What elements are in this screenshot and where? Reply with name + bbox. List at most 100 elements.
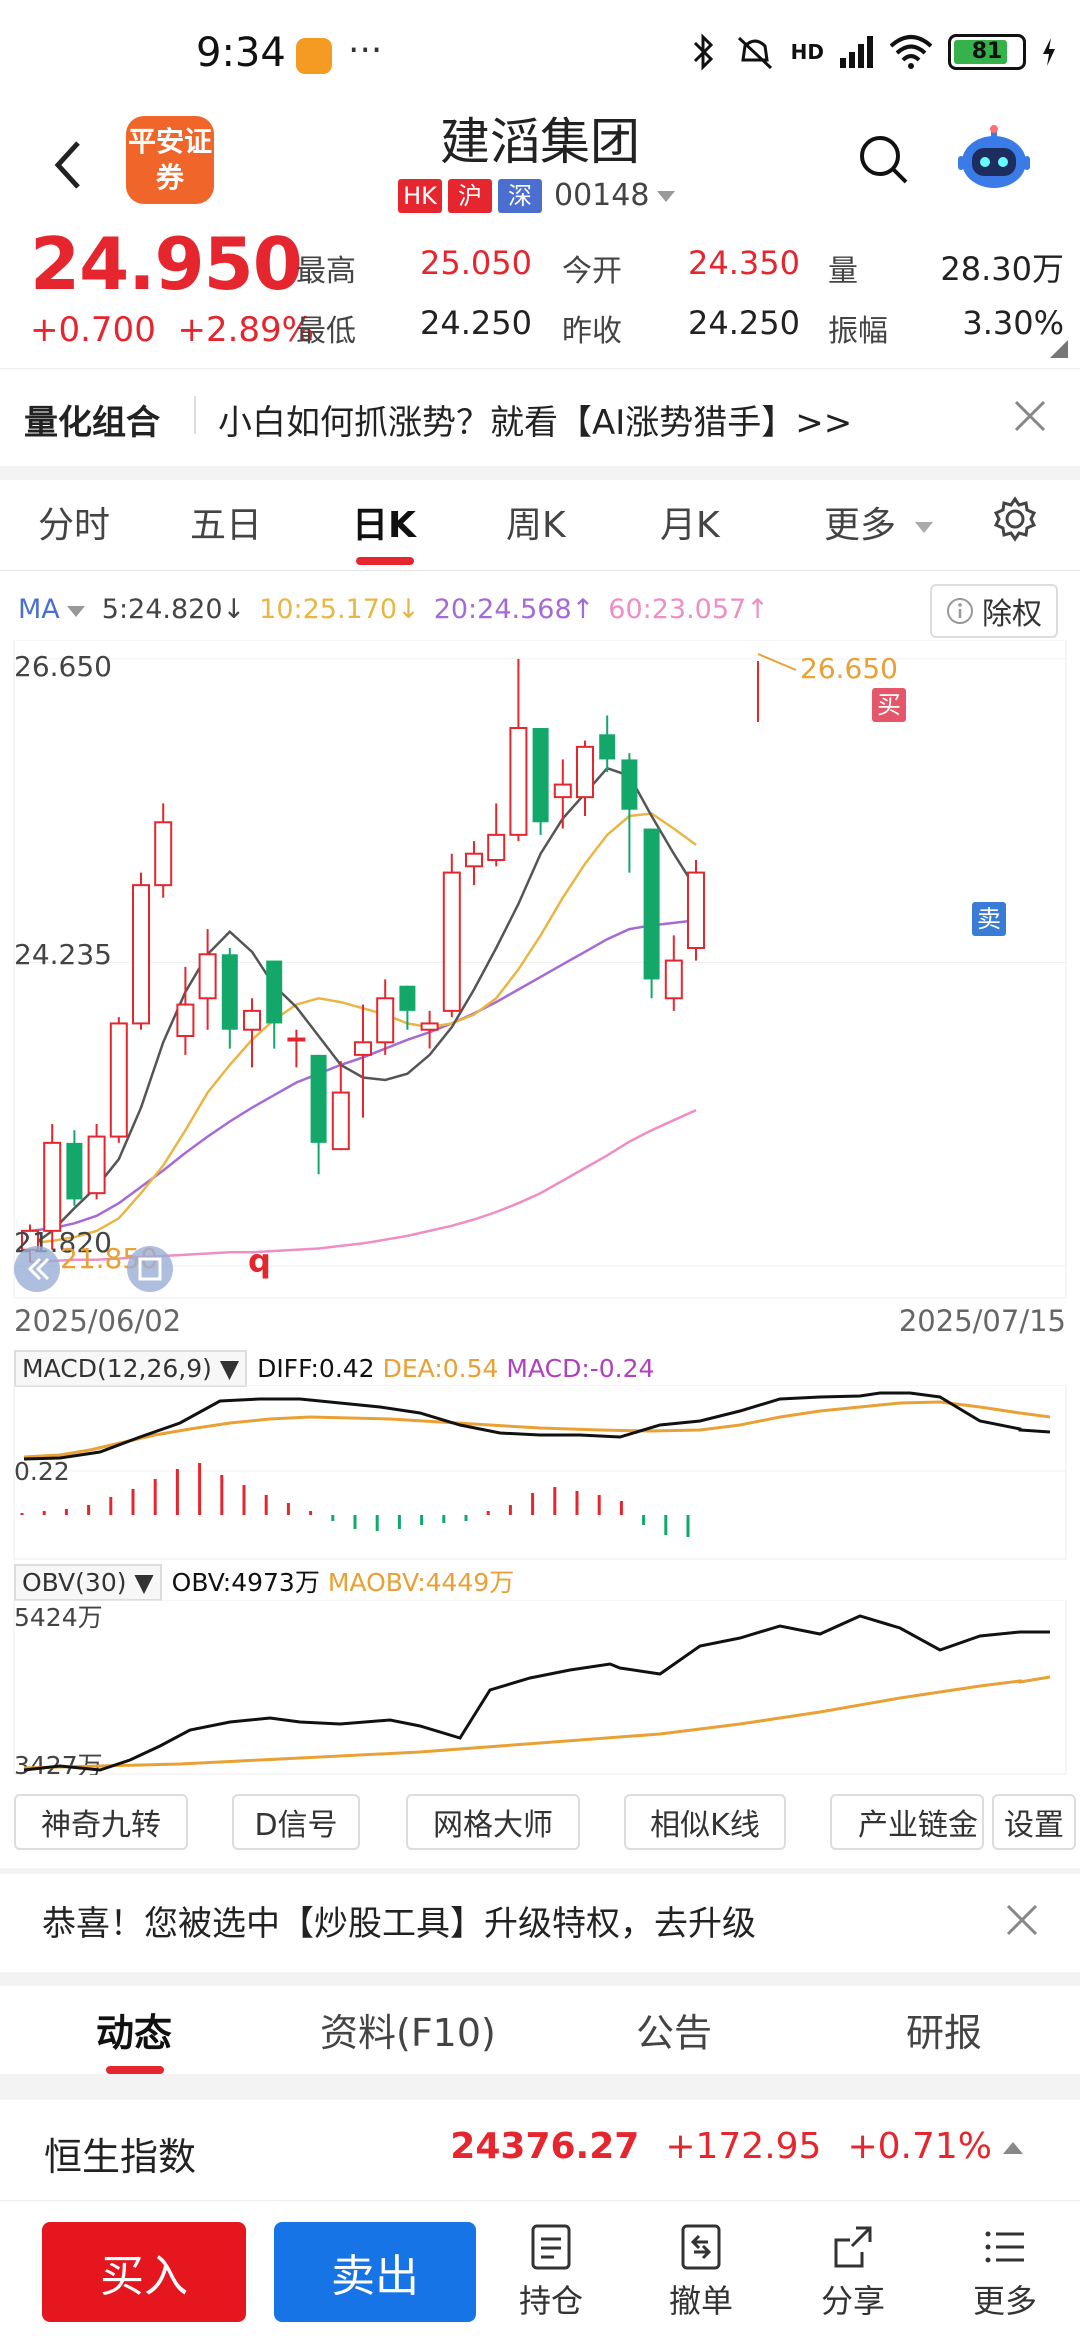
search-icon[interactable] — [856, 132, 912, 188]
ma10-value: 10:25.170↓ — [259, 594, 420, 625]
index-values[interactable]: 24376.27 +172.95 +0.71% — [424, 2126, 1024, 2167]
candle[interactable] — [553, 759, 572, 829]
tab-intraday[interactable]: 分时 — [38, 505, 111, 546]
x-axis-start-date: 2025/06/02 — [14, 1304, 182, 1338]
candle[interactable] — [442, 853, 461, 1018]
tab-research[interactable]: 研报 — [906, 2011, 983, 2055]
candle[interactable] — [266, 960, 283, 1049]
candle[interactable] — [376, 979, 395, 1055]
candle[interactable] — [643, 828, 660, 999]
expand-corner-icon[interactable] — [1050, 340, 1068, 358]
tab-weekly-k[interactable]: 周K — [506, 505, 566, 546]
quant-banner-text[interactable]: 小白如何抓涨势？就看【AI涨势猎手】>> — [218, 403, 853, 443]
candle[interactable] — [621, 753, 638, 873]
zoom-icon[interactable] — [124, 1244, 176, 1294]
candle[interactable] — [664, 935, 683, 1011]
low-value: 24.250 — [420, 304, 532, 342]
tab-more[interactable]: 更多 — [824, 496, 934, 548]
candle[interactable] — [154, 803, 173, 898]
obv-indicator-selector[interactable]: OBV(30) ▼ — [14, 1564, 162, 1601]
candle[interactable] — [599, 715, 616, 772]
tool-similar-kline[interactable]: 相似K线 — [624, 1794, 786, 1850]
candle[interactable] — [43, 1124, 62, 1250]
candle-body — [109, 1022, 128, 1138]
tool-d-signal[interactable]: D信号 — [232, 1794, 360, 1850]
broker-logo[interactable]: 平安证券 — [126, 116, 214, 204]
candle[interactable] — [243, 998, 261, 1068]
candle[interactable] — [221, 948, 238, 1049]
close-banner-icon[interactable] — [1010, 396, 1050, 436]
status-bar: 9:34 ··· HD 81 — [0, 0, 1080, 110]
candle[interactable] — [487, 803, 506, 867]
caret-down-icon — [66, 606, 85, 617]
candle[interactable] — [66, 1130, 83, 1206]
ma-legend[interactable]: MA 5:24.820↓ 10:25.170↓ 20:24.568↑ 60:23.057… — [18, 594, 783, 625]
tool-settings[interactable]: 设置 — [992, 1794, 1076, 1850]
index-name[interactable]: 恒生指数 — [44, 2135, 197, 2179]
status-time: 9:34 — [196, 30, 286, 76]
sell-signal-marker[interactable]: 卖 — [972, 902, 1006, 936]
candle-body — [198, 953, 217, 1000]
back-arrow-icon[interactable] — [40, 125, 100, 205]
macd-indicator-selector[interactable]: MACD(12,26,9) ▼ — [14, 1350, 248, 1387]
nav-share[interactable]: 分享 — [798, 2222, 908, 2322]
candle[interactable] — [576, 740, 594, 816]
tab-daily-k[interactable]: 日K — [352, 505, 416, 546]
scroll-left-icon[interactable] — [12, 1244, 62, 1294]
candle[interactable] — [420, 1010, 439, 1049]
ma60-value: 60:23.057↑ — [608, 594, 769, 625]
tool-magic-nine[interactable]: 神奇九转 — [14, 1794, 188, 1850]
wifi-icon — [889, 35, 933, 69]
candle[interactable] — [87, 1124, 106, 1200]
tool-grid-master[interactable]: 网格大师 — [406, 1794, 580, 1850]
tab-news[interactable]: 动态 — [96, 2011, 173, 2055]
event-marker[interactable]: q — [248, 1242, 271, 1280]
market-tag-shenzhen: 深 — [498, 178, 542, 213]
upgrade-banner-text[interactable]: 恭喜！您被选中【炒股工具】升级特权，去升级 — [42, 1904, 756, 1944]
tab-monthly-k[interactable]: 月K — [660, 505, 720, 546]
ai-assistant-robot-icon[interactable] — [958, 124, 1030, 192]
stock-selector[interactable]: HK 沪 深 00148 — [398, 178, 677, 213]
candle-body — [132, 884, 150, 1025]
kline-chart[interactable] — [0, 640, 1080, 1300]
candle[interactable] — [198, 929, 217, 1030]
candle[interactable] — [465, 841, 483, 886]
candle-body — [487, 833, 506, 862]
y-axis-top: 26.650 — [14, 650, 112, 683]
macd-chart[interactable]: 0.22 — [0, 1385, 1080, 1560]
obv-chart[interactable]: 5424万 3427万 — [0, 1600, 1080, 1775]
tool-industry-chain[interactable]: 产业链金 — [830, 1794, 984, 1850]
ma5-value: 5:24.820↓ — [101, 594, 246, 625]
candle[interactable] — [310, 1054, 327, 1175]
candle[interactable] — [687, 860, 705, 961]
candle[interactable] — [287, 1029, 306, 1068]
prev-close-value: 24.250 — [688, 304, 800, 342]
candle-body — [331, 1091, 350, 1151]
candle[interactable] — [132, 872, 150, 1030]
notification-app-icon — [296, 38, 332, 74]
candle[interactable] — [509, 658, 528, 842]
ex-rights-button[interactable]: 除权 — [930, 584, 1058, 638]
close-upgrade-icon[interactable] — [1002, 1900, 1042, 1940]
candle[interactable] — [532, 728, 549, 835]
nav-cancel-order[interactable]: 撤单 — [646, 2222, 756, 2322]
tab-announcements[interactable]: 公告 — [636, 2011, 713, 2055]
candle-body — [287, 1037, 306, 1042]
nav-more[interactable]: 更多 — [950, 2222, 1060, 2322]
candle[interactable] — [354, 1004, 372, 1118]
buy-button[interactable]: 买入 — [42, 2222, 246, 2322]
candle-body — [154, 821, 173, 887]
candle[interactable] — [109, 1017, 128, 1143]
buy-signal-marker[interactable]: 买 — [872, 688, 906, 722]
tab-five-day[interactable]: 五日 — [190, 505, 263, 546]
candle[interactable] — [331, 1061, 350, 1151]
sell-button[interactable]: 卖出 — [274, 2222, 476, 2322]
tab-f10[interactable]: 资料(F10) — [320, 2011, 496, 2055]
nav-positions[interactable]: 持仓 — [496, 2222, 606, 2322]
candle[interactable] — [399, 985, 416, 1030]
market-tag-hk: HK — [398, 178, 442, 213]
macd-dea-line — [23, 1400, 1051, 1459]
amplitude-value: 3.30% — [962, 304, 1064, 342]
settings-gear-icon[interactable] — [992, 496, 1038, 542]
candle[interactable] — [176, 966, 195, 1055]
